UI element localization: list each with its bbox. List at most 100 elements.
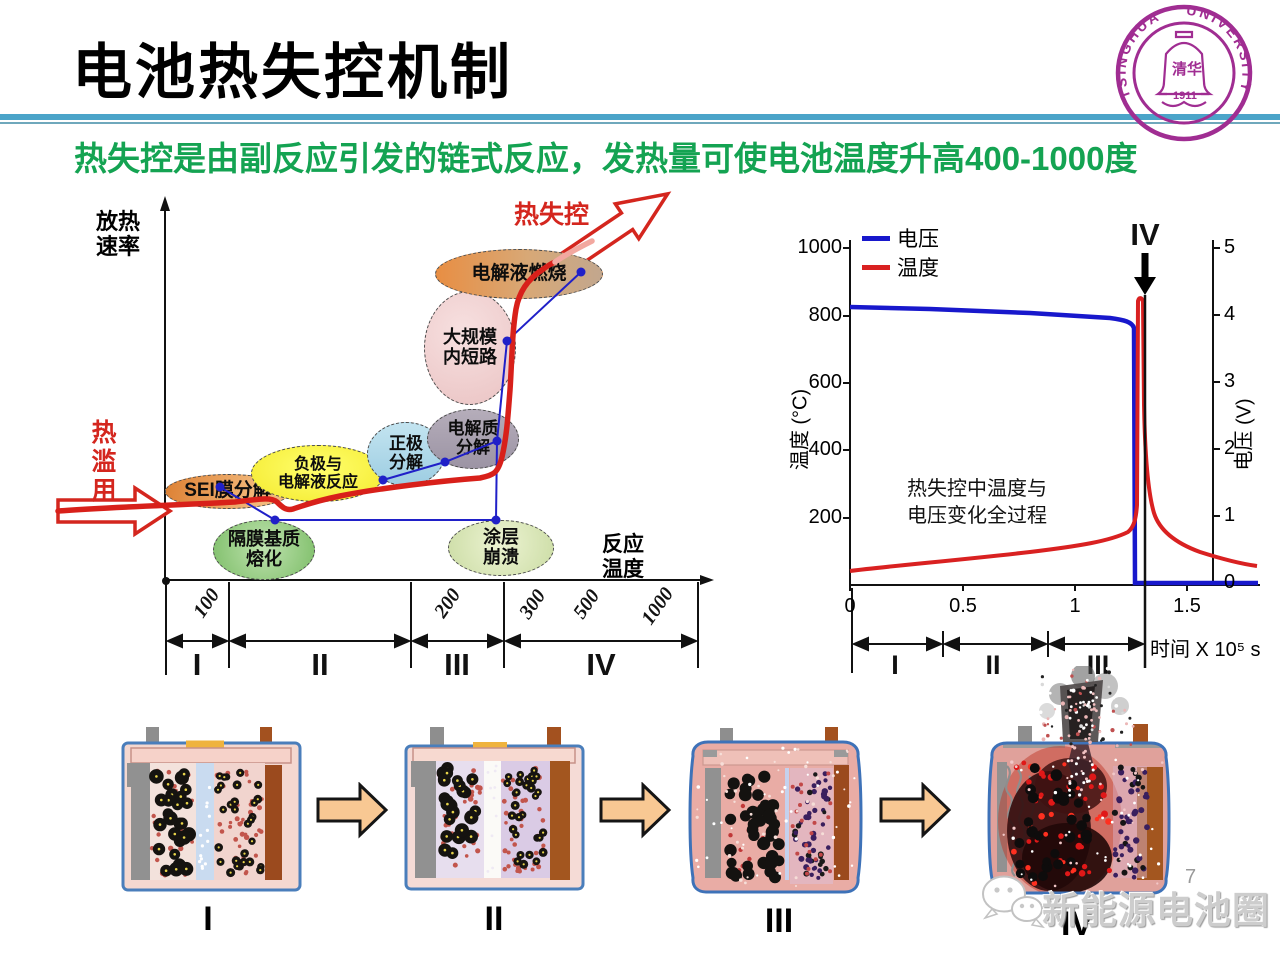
reaction-electrolyte-decomposition: 电解质 分解: [427, 409, 519, 469]
origin-dot: [162, 577, 170, 585]
tsinghua-university-logo: TSINGHUA UNIVERSITY 清华 1911: [1113, 2, 1253, 142]
yr-tick-2: 2: [1224, 437, 1236, 459]
voltage-legend-line: [862, 235, 890, 241]
x-axis-label-line1: 反应: [602, 533, 644, 556]
temperature-curve: [849, 296, 1258, 573]
separator: [196, 763, 214, 880]
battery-case-outline: [987, 741, 1171, 895]
annotation-line2: 电压变化全过程: [907, 505, 1047, 527]
stage-label-3: III: [764, 902, 794, 940]
logo-inner-ring: [1132, 21, 1236, 125]
reaction-label: 电解质: [447, 419, 499, 439]
negative-terminal: [146, 727, 159, 745]
yl-tick-800: 800: [808, 304, 842, 326]
page-number: 7: [1185, 866, 1197, 888]
reaction-label: 内短路: [443, 347, 497, 367]
lid-left: [1003, 743, 1065, 748]
stage-label-2: II: [484, 900, 504, 938]
logo-outer-ring: [1115, 4, 1253, 142]
battery-stage-3-illustration: [688, 727, 863, 894]
negative-collector: [131, 763, 150, 880]
battery-stage-2-illustration: [404, 727, 585, 891]
battery-case-outline: [688, 740, 863, 894]
logo-bell: [1154, 30, 1214, 108]
reaction-label: 涂层: [483, 527, 519, 548]
legend-item-voltage: 电压: [862, 223, 939, 253]
negative-terminal: [430, 727, 444, 747]
slide-subtitle: 热失控是由副反应引发的链式反应，发热量可使电池温度升高400-1000度: [74, 140, 1138, 177]
vt-chart-canvas: [843, 240, 1260, 673]
stage-label-1: I: [203, 900, 213, 938]
phase-label-2: II: [311, 647, 329, 682]
yr-tick-3: 3: [1224, 370, 1236, 392]
reaction-label: 分解: [389, 453, 423, 472]
vt-phase-dimensions: [851, 588, 1146, 673]
y-axis-label: 放热 速率: [90, 209, 146, 259]
vt-phase-2: II: [985, 650, 1001, 680]
reaction-anode-electrolyte: 负极与 电解液反应: [251, 445, 385, 502]
process-arrow-2: [599, 782, 672, 839]
positive-collector: [550, 761, 570, 880]
reaction-internal-short: 大规模 内短路: [424, 291, 516, 405]
reaction-label: 电解液反应: [277, 473, 358, 491]
reaction-label: 电解液燃烧: [471, 262, 567, 284]
phase-dimension-arrows: [165, 633, 699, 649]
event-arrow-shaft: [1141, 253, 1149, 279]
right-y-axis-title: 电压 (V): [1233, 398, 1256, 471]
logo-bell-characters: 清华: [1172, 60, 1202, 78]
header-rule: [0, 114, 1280, 120]
chart-annotation: 热失控中温度与 电压变化全过程: [872, 476, 1082, 530]
mechanism-diagram: SEI膜分解 负极与 电解液反应 正极 分解 电解质 分解 大规模 内短路 电解…: [50, 185, 740, 700]
voltage-curve: [849, 304, 1258, 586]
phase-label-4: IV: [586, 647, 616, 682]
temperature-legend-label: 温度: [897, 257, 939, 280]
tick-marks: [843, 247, 1220, 591]
vent-seal: [186, 740, 224, 749]
reaction-label: 熔化: [246, 549, 282, 569]
wechat-icon: [982, 875, 1045, 929]
annotation-line1: 热失控中温度与: [907, 478, 1047, 500]
negative-terminal: [1018, 726, 1032, 745]
x-tick-05: 0.5: [949, 595, 977, 617]
positive-collector: [265, 765, 282, 880]
brand-watermark: 新能源电池圈: [1042, 890, 1270, 931]
battery-stage-1-illustration: [121, 727, 302, 892]
yr-tick-0: 0: [1224, 571, 1236, 593]
y-axis-label-line2: 速率: [95, 234, 140, 259]
voltage-legend-label: 电压: [897, 228, 939, 251]
positive-terminal: [260, 727, 272, 745]
lid-right: [1115, 743, 1163, 748]
reaction-label: 负极与: [293, 455, 342, 473]
phase-dividers: [165, 582, 699, 675]
yr-tick-4: 4: [1224, 303, 1236, 325]
yl-tick-1000: 1000: [797, 236, 843, 258]
thermal-abuse-label: 热滥用: [88, 419, 116, 506]
cell-lid: [702, 749, 849, 766]
x-axis-arrowhead: [700, 575, 714, 585]
x-tick-0: 0: [844, 595, 856, 617]
negative-collector: [415, 761, 436, 878]
process-arrow-1: [316, 782, 389, 839]
vent-seal: [473, 742, 507, 750]
phase-label-3: III: [444, 647, 470, 682]
event-arrow-head: [1134, 277, 1156, 295]
reaction-electrolyte-combustion: 电解液燃烧: [435, 249, 603, 299]
reaction-label: 崩溃: [483, 547, 519, 567]
legend-item-temperature: 温度: [862, 252, 939, 282]
yr-tick-5: 5: [1224, 236, 1236, 258]
page-title: 电池热失控机制: [72, 39, 513, 106]
separator-thin: [785, 768, 789, 880]
x-axis-label-line2: 温度: [602, 558, 644, 581]
yl-tick-600: 600: [808, 371, 842, 393]
logo-year: 1911: [1173, 90, 1197, 102]
x-tick-1: 1: [1069, 595, 1081, 617]
reaction-label: 大规模: [443, 327, 497, 348]
yr-tick-1: 1: [1224, 504, 1236, 526]
stage-label-4: IV: [1060, 905, 1094, 943]
vt-phase-1: I: [891, 650, 899, 680]
x-axis-label: 反应 温度: [596, 532, 650, 582]
battery-stage-4-illustration: [987, 666, 1171, 895]
reaction-label: 隔膜基质: [228, 529, 300, 550]
header-rule-thin: [0, 122, 1280, 124]
